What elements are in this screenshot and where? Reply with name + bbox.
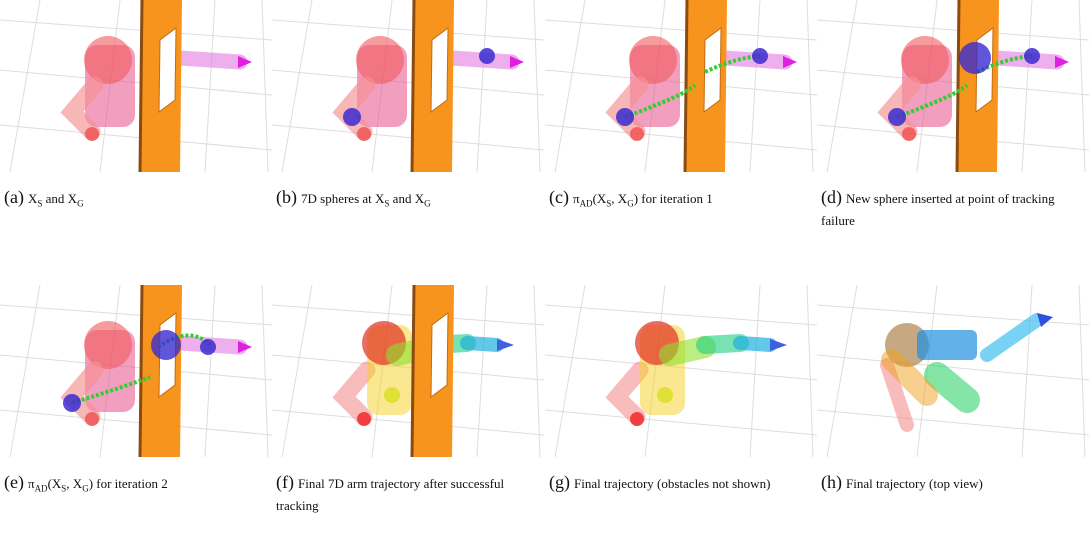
- caption-label: (c): [549, 187, 569, 207]
- panel: (c)πAD(XS, XG) for iteration 1: [545, 0, 817, 172]
- panel: (g)Final trajectory (obstacles not shown…: [545, 285, 817, 457]
- caption-text: Final trajectory (obstacles not shown): [574, 476, 770, 491]
- caption-label: (d): [821, 187, 842, 207]
- panel: (h)Final trajectory (top view): [817, 285, 1089, 457]
- panel: (a)XS and XG: [0, 0, 272, 172]
- panel: (d)New sphere inserted at point of track…: [817, 0, 1089, 172]
- caption-text: New sphere inserted at point of tracking…: [821, 191, 1055, 228]
- image: [0, 285, 272, 457]
- caption-label: (e): [4, 472, 24, 492]
- caption-subscript: G: [424, 199, 431, 209]
- caption-label: (h): [821, 472, 842, 492]
- caption: (h) Final trajectory (top view): [821, 471, 1087, 495]
- caption: (d)New sphere inserted at point of track…: [821, 186, 1087, 232]
- caption-text: and: [389, 191, 414, 206]
- caption-subscript: G: [77, 199, 84, 209]
- caption-text: , X: [611, 191, 627, 206]
- panel: (f)Final 7D arm trajectory after success…: [272, 285, 544, 457]
- caption: (e)πAD(XS, XG) for iteration 2: [4, 471, 270, 500]
- caption-text: X: [375, 191, 384, 206]
- caption-text: X: [28, 191, 37, 206]
- caption-label: (a): [4, 187, 24, 207]
- caption-text: 7D spheres at: [301, 191, 375, 206]
- image: [545, 0, 817, 172]
- caption-subscript: AD: [35, 484, 48, 494]
- caption-text: and: [42, 191, 67, 206]
- caption: (b)7D spheres at XS and XG: [276, 186, 542, 215]
- caption-subscript: AD: [580, 199, 593, 209]
- caption-label: (f): [276, 472, 294, 492]
- caption-text: X: [415, 191, 424, 206]
- caption-text: ) for iteration 1: [634, 191, 713, 206]
- caption-label: (b): [276, 187, 297, 207]
- image: [545, 285, 817, 457]
- panel: (b)7D spheres at XS and XG: [272, 0, 544, 172]
- page: (a)XS and XG (b)7D spheres at XS and XG …: [0, 0, 1090, 536]
- panel: (e)πAD(XS, XG) for iteration 2: [0, 285, 272, 457]
- image: [272, 0, 544, 172]
- caption: (f)Final 7D arm trajectory after success…: [276, 471, 542, 517]
- image: [0, 0, 272, 172]
- caption-text: Final 7D arm trajectory after successful…: [276, 476, 504, 513]
- image: [817, 0, 1089, 172]
- caption: (g) Final trajectory (obstacles not shown…: [549, 471, 815, 495]
- caption-text: π: [28, 476, 35, 491]
- caption-label: (g): [549, 472, 570, 492]
- caption-text: X: [68, 191, 77, 206]
- caption: (a)XS and XG: [4, 186, 270, 215]
- caption: (c)πAD(XS, XG) for iteration 1: [549, 186, 815, 215]
- caption-text: (X: [593, 191, 607, 206]
- caption-text: Final trajectory (top view): [846, 476, 983, 491]
- caption-text: , X: [66, 476, 82, 491]
- caption-text: ) for iteration 2: [89, 476, 168, 491]
- caption-text: (X: [48, 476, 62, 491]
- caption-text: π: [573, 191, 580, 206]
- image: [817, 285, 1089, 457]
- image: [272, 285, 544, 457]
